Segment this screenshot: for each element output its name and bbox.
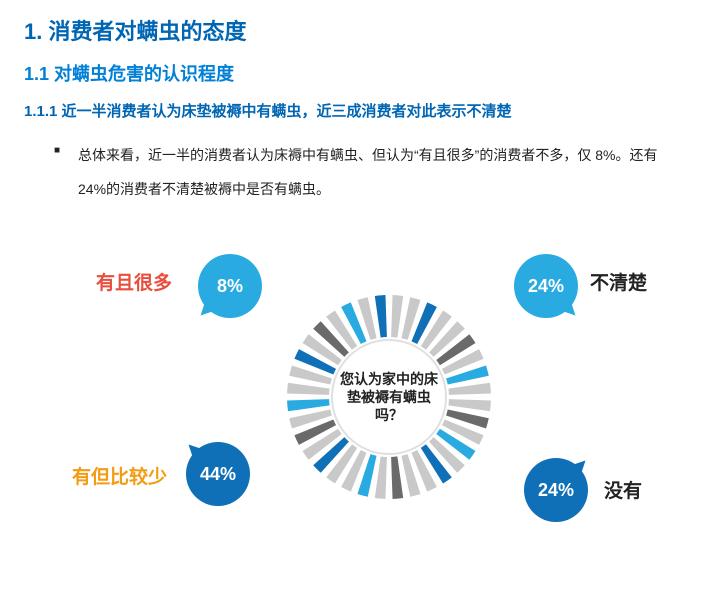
- wheel-segment: [391, 457, 403, 500]
- radial-wheel: 您认为家中的床垫被褥有螨虫吗？: [284, 292, 494, 502]
- wheel-segment: [448, 399, 491, 411]
- bubble-tail-icon: [185, 441, 209, 465]
- wheel-segment: [448, 383, 491, 395]
- bubble-tail-icon: [197, 295, 221, 319]
- body-paragraph: 总体来看，近一半的消费者认为床褥中有螨虫、但认为“有且很多”的消费者不多，仅 8…: [78, 139, 688, 206]
- bubble-none: 24%: [524, 458, 588, 522]
- infographic-chart: 您认为家中的床垫被褥有螨虫吗？ 8% 有且很多 24% 不清楚 44% 有但比较少 24% 没…: [24, 212, 698, 552]
- wheel-segment: [391, 295, 403, 338]
- heading-2: 1.1 对螨虫危害的认识程度: [24, 60, 698, 86]
- bubble-unclear: 24%: [514, 254, 578, 318]
- bubble-tail-icon: [555, 295, 579, 319]
- bubble-label-none: 没有: [604, 476, 642, 503]
- center-question: 您认为家中的床垫被褥有螨虫吗？: [331, 339, 447, 455]
- bubble-few: 44%: [186, 442, 250, 506]
- bubble-tail-icon: [565, 457, 589, 481]
- wheel-segment: [375, 457, 387, 500]
- bubble-many: 8%: [198, 254, 262, 318]
- page-root: 1. 消费者对螨虫的态度 1.1 对螨虫危害的认识程度 1.1.1 近一半消费者…: [0, 0, 722, 599]
- wheel-segment: [287, 399, 330, 411]
- bubble-label-many: 有且很多: [96, 268, 172, 295]
- bubble-label-few: 有但比较少: [72, 462, 167, 489]
- bubble-label-unclear: 不清楚: [590, 268, 647, 295]
- wheel-segment: [375, 295, 387, 338]
- heading-3: 1.1.1 近一半消费者认为床垫被褥中有螨虫，近三成消费者对此表示不清楚: [24, 100, 698, 121]
- wheel-segment: [287, 383, 330, 395]
- heading-1: 1. 消费者对螨虫的态度: [24, 14, 698, 46]
